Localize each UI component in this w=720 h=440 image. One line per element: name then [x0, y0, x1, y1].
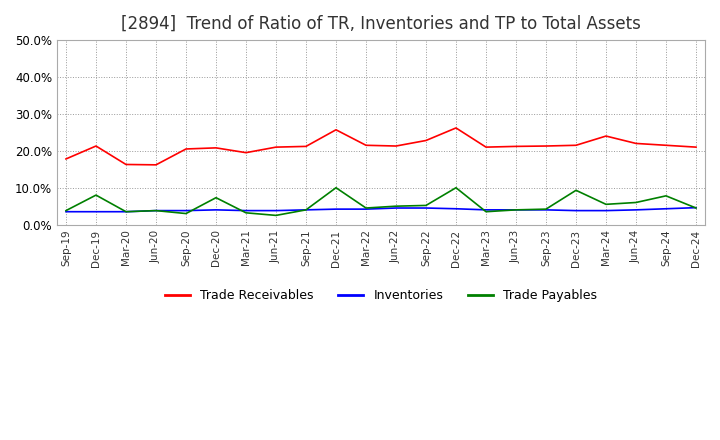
Title: [2894]  Trend of Ratio of TR, Inventories and TP to Total Assets: [2894] Trend of Ratio of TR, Inventories… — [121, 15, 641, 33]
Legend: Trade Receivables, Inventories, Trade Payables: Trade Receivables, Inventories, Trade Pa… — [160, 284, 602, 307]
